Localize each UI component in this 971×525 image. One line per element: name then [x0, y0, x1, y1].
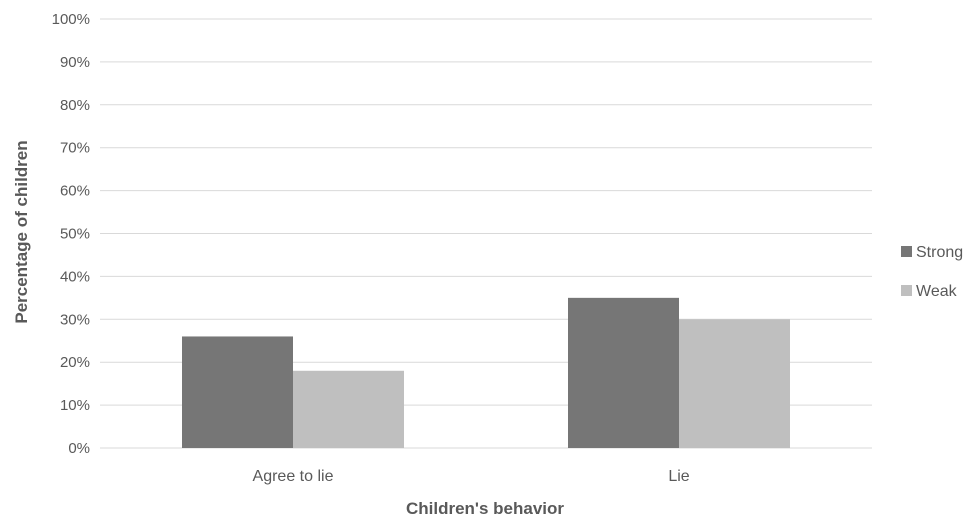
x-category-label: Lie — [668, 468, 689, 485]
legend-label-strong: Strong — [916, 244, 963, 261]
y-tick-label: 10% — [60, 397, 90, 414]
bar-weak-1 — [293, 370, 404, 448]
y-tick-label: 30% — [60, 311, 90, 328]
y-tick-label: 20% — [60, 354, 90, 371]
y-tick-label: 60% — [60, 183, 90, 200]
y-tick-label: 70% — [60, 140, 90, 157]
legend-label-weak: Weak — [916, 283, 958, 300]
bars — [182, 297, 790, 448]
legend-swatch-strong — [901, 246, 912, 257]
y-tick-label: 0% — [68, 440, 90, 457]
bar-strong-2 — [568, 297, 679, 448]
y-tick-label: 50% — [60, 226, 90, 243]
y-tick-label: 80% — [60, 97, 90, 114]
x-axis-title: Children's behavior — [406, 499, 564, 518]
y-tick-label: 40% — [60, 268, 90, 285]
y-axis-title: Percentage of children — [12, 140, 31, 323]
x-category-label: Agree to lie — [253, 468, 334, 485]
legend: Strong Weak — [901, 244, 963, 300]
y-axis-ticks: 0% 10% 20% 30% 40% 50% 60% 70% 80% 90% 100% — [52, 11, 90, 457]
y-tick-label: 90% — [60, 54, 90, 71]
legend-swatch-weak — [901, 285, 912, 296]
y-tick-label: 100% — [52, 11, 90, 28]
x-axis-categories: Agree to lie Lie — [253, 468, 690, 485]
bar-strong-1 — [182, 336, 293, 448]
bar-weak-2 — [679, 319, 790, 448]
